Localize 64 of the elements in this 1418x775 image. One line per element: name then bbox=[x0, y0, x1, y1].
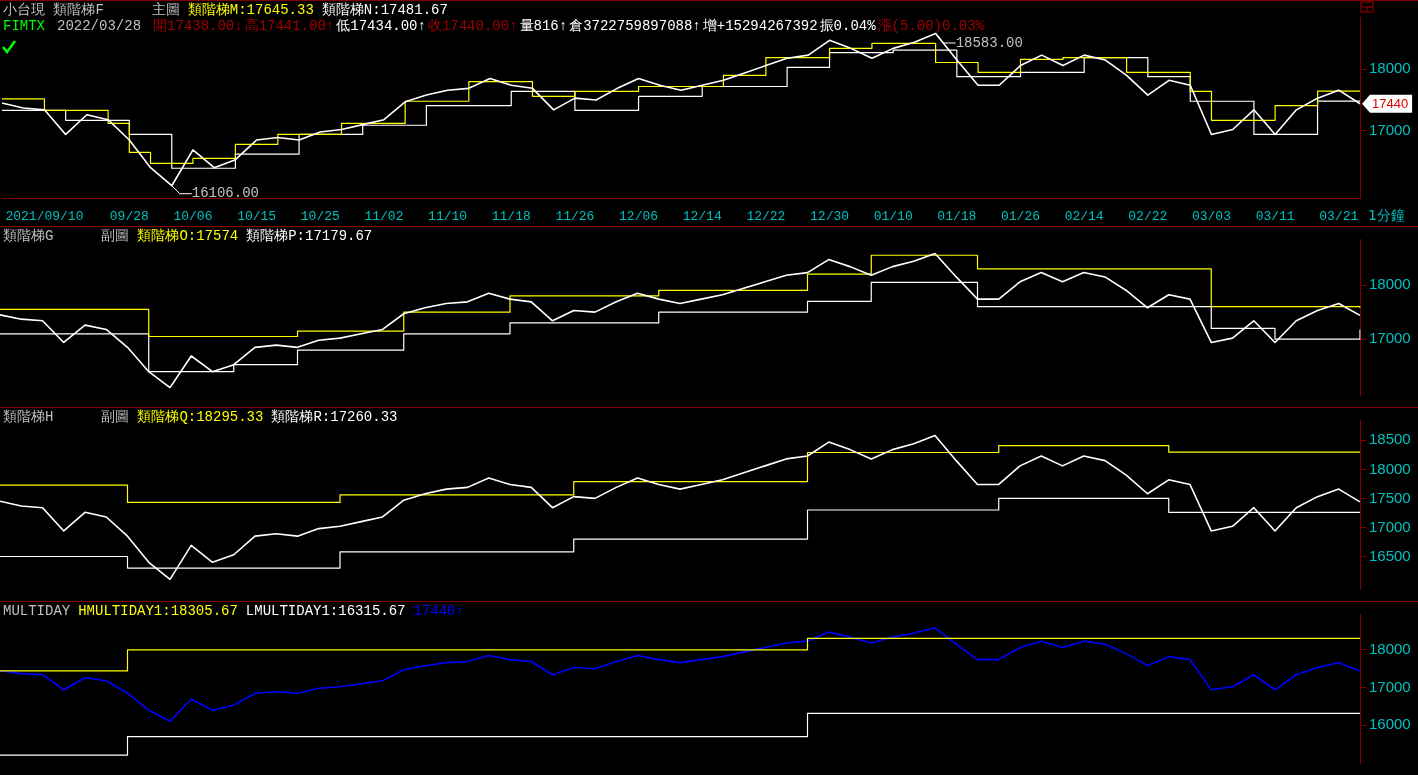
text: 類階梯P:17179.67 bbox=[246, 228, 373, 244]
x-tick-label: 09/28 bbox=[109, 208, 149, 224]
chart-subtitle: 副圖 bbox=[101, 228, 130, 244]
x-tick-label: 02/14 bbox=[1064, 208, 1104, 224]
x-tick-label: 01/26 bbox=[1000, 208, 1041, 224]
x-tick-label: 03/21 bbox=[1319, 208, 1359, 224]
text: 類階梯Q:18295.33 bbox=[137, 409, 264, 425]
text: 類階梯O:17574 bbox=[137, 228, 239, 244]
chart-title: MULTIDAY bbox=[3, 603, 71, 619]
text: 類階梯M:17645.33 bbox=[187, 2, 314, 18]
chart-title: 類階梯G bbox=[3, 228, 54, 244]
x-tick-label: 11/18 bbox=[491, 208, 531, 224]
x-tick-label: 02/22 bbox=[1128, 208, 1168, 224]
annotation: 高17441.00↑ bbox=[244, 18, 335, 34]
y-tick-label: 18500 bbox=[1369, 430, 1411, 448]
y-tick-label: 18000 bbox=[1369, 59, 1411, 77]
x-tick-label: 11/02 bbox=[364, 208, 404, 224]
x-tick-label: 10/25 bbox=[300, 208, 340, 224]
y-tick-label: 16000 bbox=[1369, 715, 1411, 733]
y-tick-label: 17000 bbox=[1369, 677, 1411, 695]
y-tick-label: 17500 bbox=[1369, 488, 1411, 506]
x-tick-label: 11/26 bbox=[555, 208, 595, 224]
annotation: 振0.04% bbox=[819, 18, 876, 34]
x-tick-label: 12/30 bbox=[810, 208, 850, 224]
text: 17440↑ bbox=[413, 603, 464, 619]
text: 類階梯R:17260.33 bbox=[271, 409, 398, 425]
annotation: 16106.00 bbox=[191, 185, 259, 202]
x-tick-label: 10/06 bbox=[173, 208, 213, 224]
annotation: 倉3722759897088↑ bbox=[569, 18, 701, 34]
text: 1分鐘 bbox=[1368, 207, 1405, 225]
annotation: 漲(5.00)0.03% bbox=[877, 18, 985, 34]
annotation: 開17438.00↓ bbox=[153, 18, 243, 34]
y-tick-label: 18000 bbox=[1369, 459, 1411, 477]
text: 類階梯N:17481.67 bbox=[321, 2, 448, 18]
x-tick-label: 12/06 bbox=[619, 208, 659, 224]
x-tick-label: 01/10 bbox=[873, 208, 913, 224]
text: LMULTIDAY1:16315.67 bbox=[245, 603, 406, 619]
annotation: 量816↑ bbox=[519, 18, 568, 34]
text: HMULTIDAY1:18305.67 bbox=[78, 603, 238, 619]
x-tick-label: 10/15 bbox=[237, 208, 277, 224]
y-tick-label: 16500 bbox=[1369, 546, 1411, 564]
x-tick-label: 03/11 bbox=[1255, 208, 1295, 224]
annotation: 低17434.00↑ bbox=[336, 18, 426, 34]
chart-subtitle: 副圖 bbox=[101, 409, 130, 425]
chart-subtitle: 主圖 bbox=[151, 2, 180, 18]
y-tick-label: 18000 bbox=[1369, 639, 1411, 657]
x-tick-label: 2021/09/10 bbox=[5, 208, 84, 224]
annotation: 2022/03/28 bbox=[57, 18, 142, 34]
x-tick-label: 12/22 bbox=[746, 208, 786, 224]
x-tick-label: 11/10 bbox=[428, 208, 468, 224]
annotation: 增+15294267392 bbox=[702, 18, 818, 34]
x-tick-label: 01/18 bbox=[937, 208, 977, 224]
x-tick-label: 03/03 bbox=[1191, 208, 1231, 224]
y-tick-label: 17000 bbox=[1369, 329, 1411, 347]
annotation: 收17440.00↑ bbox=[427, 18, 518, 34]
x-tick-label: 12/14 bbox=[682, 208, 722, 224]
chart-title: 類階梯H bbox=[3, 409, 54, 425]
y-tick-label: 17000 bbox=[1369, 517, 1411, 535]
text: 17440 bbox=[1372, 96, 1409, 112]
annotation: 18583.00 bbox=[955, 34, 1023, 51]
annotation: FIMTX bbox=[3, 18, 46, 34]
y-tick-label: 18000 bbox=[1369, 275, 1411, 293]
y-tick-label: 17000 bbox=[1369, 120, 1411, 138]
chart-title: 小台現 類階梯F bbox=[3, 2, 104, 18]
